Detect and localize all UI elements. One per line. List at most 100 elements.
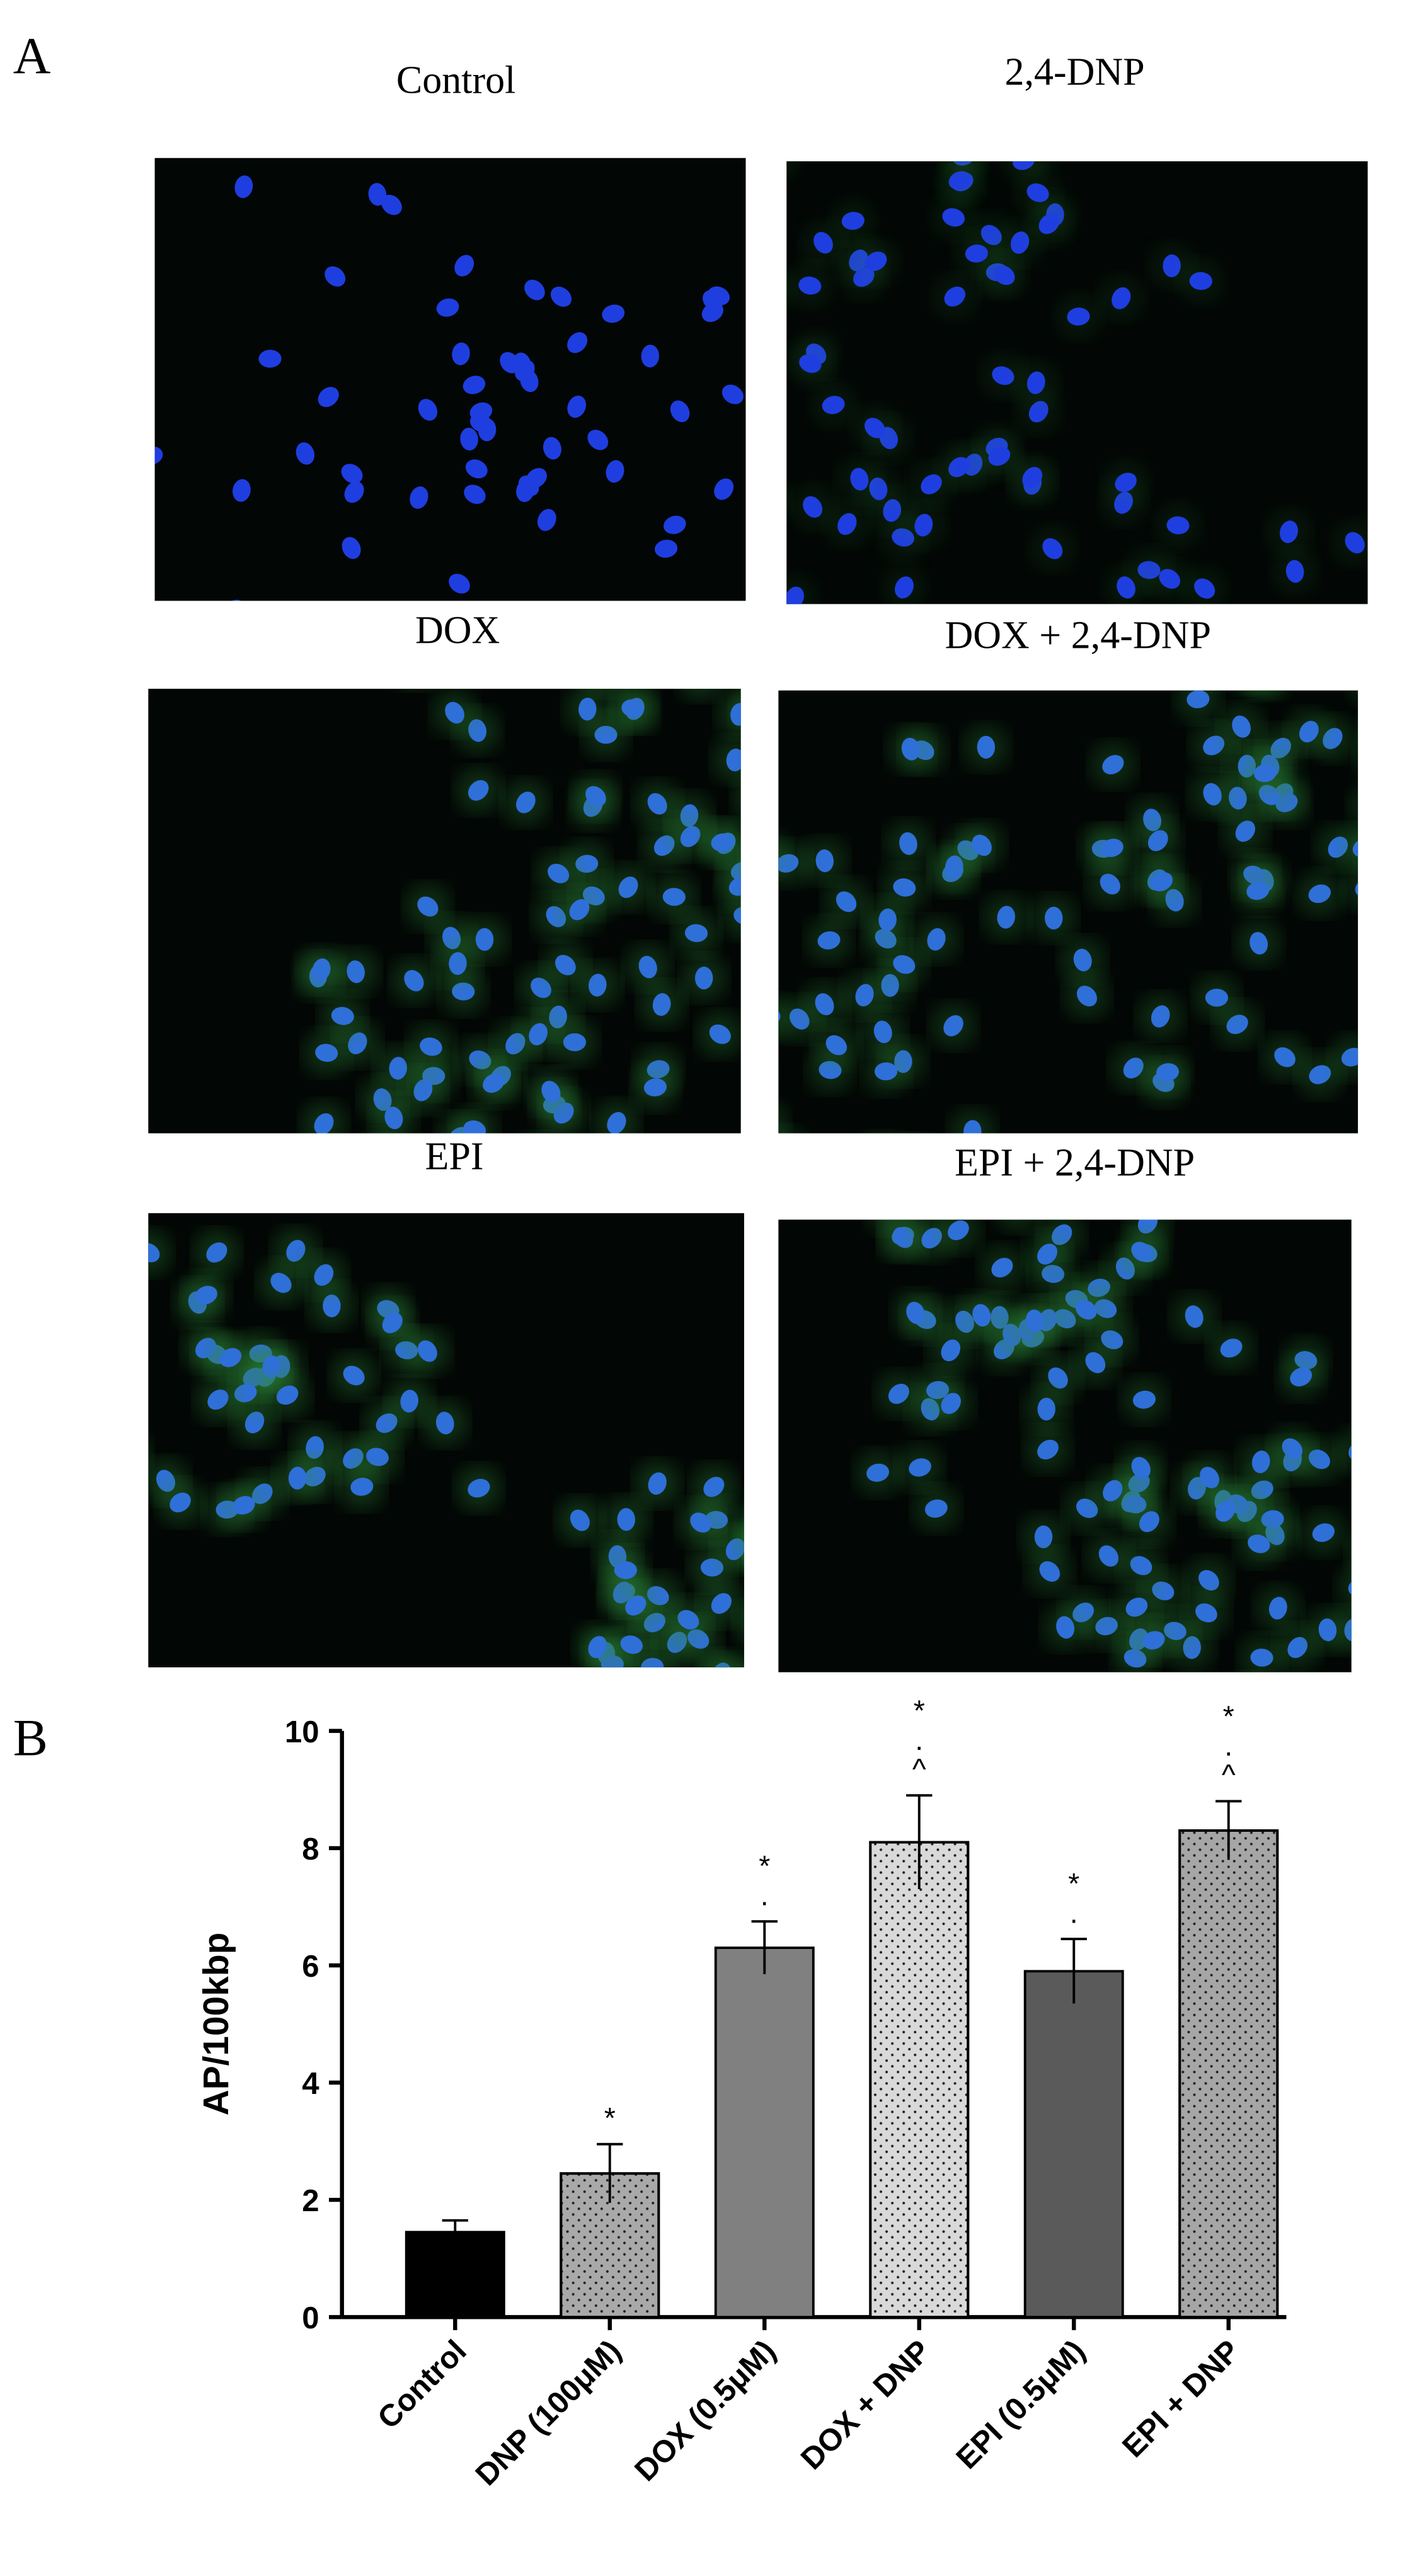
nucleus xyxy=(590,662,615,682)
nucleus xyxy=(895,1144,924,1173)
nucleus xyxy=(1308,884,1331,904)
nucleus xyxy=(856,1159,880,1179)
y-tick-label: 6 xyxy=(302,1950,319,1984)
nucleus xyxy=(1006,1195,1030,1221)
micrograph xyxy=(773,85,1368,604)
nucleus xyxy=(779,1712,804,1733)
cytoplasm xyxy=(597,1701,642,1747)
nucleus xyxy=(520,369,539,393)
nucleus xyxy=(1098,1545,1119,1567)
micrograph xyxy=(27,158,746,601)
nucleus xyxy=(1345,532,1365,554)
nucleus xyxy=(258,350,282,368)
cytoplasm xyxy=(786,161,800,180)
nucleus xyxy=(1037,1439,1059,1460)
nucleus xyxy=(314,1113,334,1134)
nucleus xyxy=(1357,1543,1383,1566)
nucleus xyxy=(1250,1648,1273,1667)
nucleus xyxy=(749,1536,778,1563)
image-background xyxy=(154,158,746,601)
nucleus xyxy=(207,1389,229,1410)
nucleus xyxy=(599,624,623,645)
nucleus xyxy=(531,977,551,998)
nucleus xyxy=(219,1348,242,1367)
nucleus xyxy=(799,354,822,373)
nucleus xyxy=(1357,667,1386,696)
nucleus xyxy=(463,1120,486,1134)
nucleus xyxy=(27,464,50,483)
nucleus xyxy=(657,1707,686,1736)
nucleus xyxy=(1253,764,1277,783)
nucleus xyxy=(1132,1390,1156,1409)
nucleus xyxy=(563,1033,587,1052)
nucleus xyxy=(773,102,798,124)
nucleus xyxy=(728,877,741,896)
nucleus xyxy=(233,479,251,502)
significance-mark: . xyxy=(1224,1729,1232,1762)
nucleus xyxy=(154,446,163,465)
image-title: EPI + 2,4-DNP xyxy=(955,1142,1195,1185)
significance-mark: * xyxy=(604,2102,616,2134)
cytoplasm xyxy=(769,1699,814,1745)
nucleus xyxy=(865,418,885,439)
nucleus xyxy=(721,384,744,405)
nucleus xyxy=(1131,1241,1152,1262)
nucleus xyxy=(323,1294,341,1318)
nucleus xyxy=(590,636,612,662)
cytoplasm xyxy=(772,604,817,650)
nucleus xyxy=(997,906,1016,929)
nucleus xyxy=(342,537,361,560)
nucleus xyxy=(529,1144,550,1170)
nucleus xyxy=(701,302,723,322)
nucleus xyxy=(1076,986,1098,1007)
nucleus xyxy=(1279,520,1298,543)
nucleus xyxy=(740,694,768,723)
nucleus xyxy=(893,878,916,897)
nucleus xyxy=(746,1518,774,1544)
nucleus xyxy=(1246,882,1270,900)
cytoplasm xyxy=(1349,789,1359,825)
nucleus xyxy=(776,85,804,114)
nucleus xyxy=(825,1035,848,1055)
nucleus xyxy=(417,896,439,917)
nucleus xyxy=(306,1436,324,1459)
nucleus xyxy=(389,1057,407,1080)
nucleus xyxy=(798,276,822,295)
nucleus xyxy=(841,212,865,230)
nucleus xyxy=(924,1499,948,1518)
cytoplasm xyxy=(778,834,791,874)
nucleus xyxy=(522,1151,551,1180)
nucleus xyxy=(756,1112,775,1135)
nucleus xyxy=(1130,1556,1152,1575)
nucleus xyxy=(972,834,992,856)
nucleus xyxy=(366,1447,389,1466)
nucleus xyxy=(1268,1597,1287,1619)
cytoplasm xyxy=(696,1672,741,1717)
significance-mark: ^ xyxy=(912,1752,926,1785)
nucleus xyxy=(744,616,766,643)
nucleus xyxy=(1194,578,1215,599)
nucleus xyxy=(1287,1636,1308,1659)
cytoplasm xyxy=(1394,637,1402,682)
nucleus xyxy=(1250,931,1268,955)
nucleus xyxy=(1371,720,1394,739)
nucleus xyxy=(445,701,464,724)
nucleus xyxy=(369,1141,396,1165)
nucleus xyxy=(296,442,315,465)
nucleus xyxy=(703,1476,725,1497)
nucleus xyxy=(1309,1065,1331,1084)
nucleus xyxy=(567,332,588,354)
image-title: DOX xyxy=(415,609,500,652)
nucleus xyxy=(733,906,741,925)
nucleus xyxy=(850,468,869,491)
nucleus xyxy=(638,955,657,979)
nucleus xyxy=(648,1472,667,1495)
nucleus xyxy=(837,513,857,535)
nucleus xyxy=(368,183,387,206)
nucleus xyxy=(625,1595,646,1616)
nucleus xyxy=(1013,161,1035,170)
nucleus xyxy=(948,1220,969,1241)
nucleus xyxy=(647,793,667,815)
cytoplasm xyxy=(717,863,741,909)
nucleus xyxy=(1312,1523,1335,1542)
